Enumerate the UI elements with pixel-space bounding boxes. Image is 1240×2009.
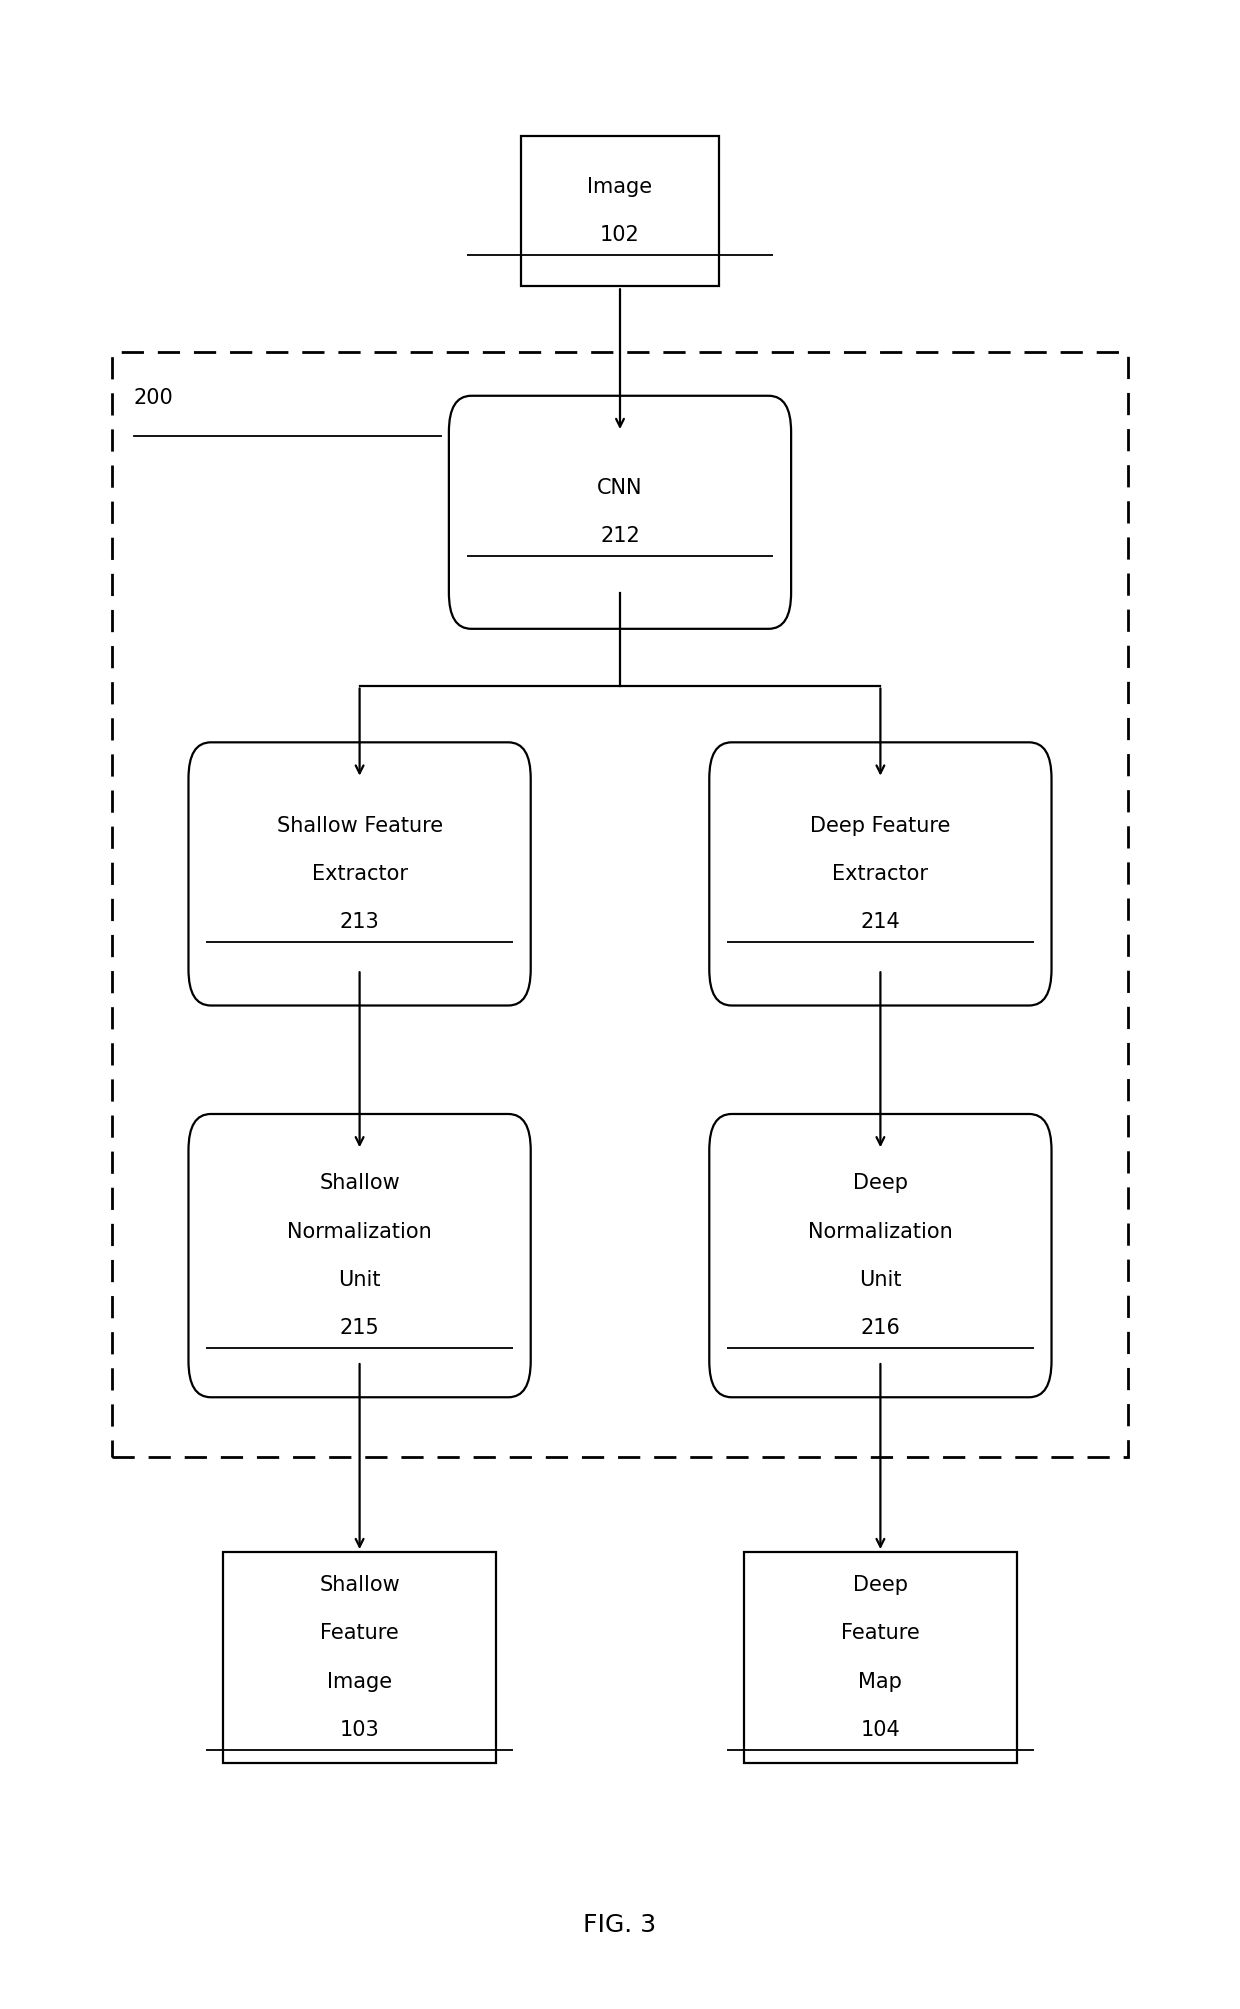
Text: 213: 213 — [340, 912, 379, 932]
Text: FIG. 3: FIG. 3 — [584, 1913, 656, 1937]
Text: 102: 102 — [600, 225, 640, 245]
Text: Extractor: Extractor — [311, 864, 408, 884]
Text: Image: Image — [327, 1671, 392, 1692]
FancyBboxPatch shape — [188, 743, 531, 1007]
Text: 215: 215 — [340, 1318, 379, 1338]
FancyBboxPatch shape — [744, 1551, 1017, 1764]
Text: Deep Feature: Deep Feature — [810, 816, 951, 836]
Text: Feature: Feature — [320, 1623, 399, 1643]
Text: Deep: Deep — [853, 1575, 908, 1595]
Text: 103: 103 — [340, 1720, 379, 1740]
Text: 214: 214 — [861, 912, 900, 932]
Text: CNN: CNN — [598, 478, 642, 498]
Text: 212: 212 — [600, 526, 640, 546]
Text: Unit: Unit — [859, 1270, 901, 1290]
FancyBboxPatch shape — [521, 137, 719, 287]
Text: Normalization: Normalization — [808, 1221, 952, 1242]
Text: 200: 200 — [134, 388, 174, 408]
FancyBboxPatch shape — [709, 1113, 1052, 1398]
Text: Image: Image — [588, 177, 652, 197]
Text: 216: 216 — [861, 1318, 900, 1338]
Text: Shallow Feature: Shallow Feature — [277, 816, 443, 836]
Text: Unit: Unit — [339, 1270, 381, 1290]
FancyBboxPatch shape — [188, 1113, 531, 1398]
Text: Deep: Deep — [853, 1173, 908, 1193]
FancyBboxPatch shape — [223, 1551, 496, 1764]
Bar — [112, 352, 1128, 1457]
Text: Extractor: Extractor — [832, 864, 929, 884]
Text: Shallow: Shallow — [319, 1575, 401, 1595]
Text: Normalization: Normalization — [288, 1221, 432, 1242]
Text: Map: Map — [858, 1671, 903, 1692]
FancyBboxPatch shape — [449, 396, 791, 629]
Text: Shallow: Shallow — [319, 1173, 401, 1193]
FancyBboxPatch shape — [709, 743, 1052, 1007]
Text: 104: 104 — [861, 1720, 900, 1740]
Text: Feature: Feature — [841, 1623, 920, 1643]
